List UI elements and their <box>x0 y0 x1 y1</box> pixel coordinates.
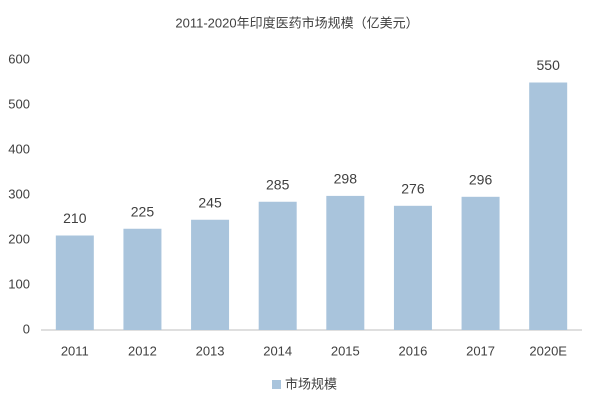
bar <box>529 82 568 330</box>
data-label: 296 <box>469 172 493 188</box>
legend-label: 市场规模 <box>285 376 337 391</box>
x-tick-label: 2011 <box>61 343 89 358</box>
y-tick-label: 400 <box>8 141 30 156</box>
data-label: 550 <box>537 57 561 73</box>
y-tick-label: 300 <box>8 186 30 201</box>
x-tick-label: 2015 <box>331 343 360 358</box>
y-tick-label: 100 <box>8 276 30 291</box>
bar <box>461 196 500 330</box>
data-label: 225 <box>131 203 155 219</box>
data-label: 285 <box>266 176 290 192</box>
x-tick-label: 2017 <box>466 343 495 358</box>
x-tick-label: 2012 <box>128 343 157 358</box>
bar <box>191 219 230 330</box>
data-label: 245 <box>198 194 222 210</box>
chart-title: 2011-2020年印度医药市场规模（亿美元） <box>175 15 418 30</box>
y-tick-label: 500 <box>8 96 30 111</box>
bar <box>326 195 365 330</box>
x-tick-label: 2013 <box>196 343 225 358</box>
bar <box>393 205 432 330</box>
bar <box>123 228 162 330</box>
bar <box>258 201 297 330</box>
data-label: 276 <box>401 181 425 197</box>
data-label: 210 <box>63 210 87 226</box>
x-tick-label: 2014 <box>263 343 292 358</box>
y-tick-label: 200 <box>8 231 30 246</box>
y-tick-label: 0 <box>23 321 30 336</box>
legend-swatch <box>272 380 281 389</box>
y-tick-label: 600 <box>8 51 30 66</box>
x-tick-label: 2016 <box>398 343 427 358</box>
x-tick-label: 2020E <box>529 343 567 358</box>
bar <box>55 235 94 330</box>
data-label: 298 <box>334 171 358 187</box>
